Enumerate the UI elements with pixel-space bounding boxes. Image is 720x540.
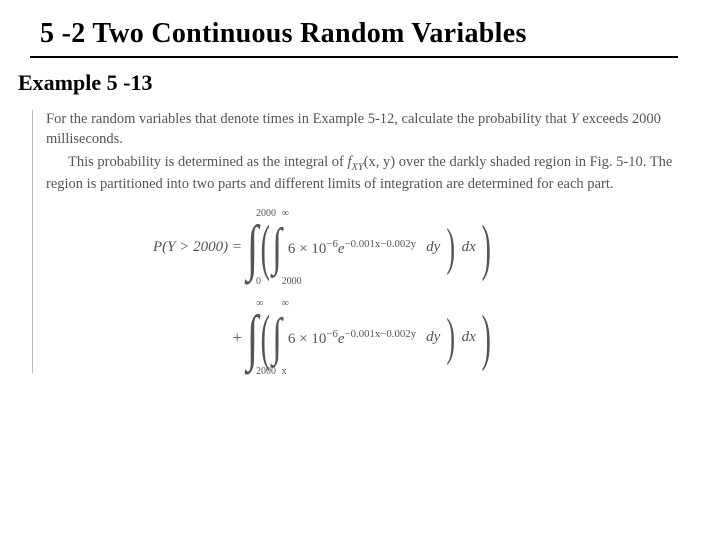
integral-icon: ∫: [247, 307, 259, 369]
body-text: For the random variables that denote tim…: [32, 110, 690, 195]
rparen-inner-2: ): [447, 312, 456, 364]
inner-lower-2: x: [282, 367, 287, 377]
outer-integral-2: ∫ ∞ 2000: [248, 303, 257, 373]
int-a: 6 × 10: [288, 241, 326, 257]
rparen-outer-2: ): [481, 307, 490, 369]
equation-line-2: + ∫ ∞ 2000 ( ∫ ∞ x 6 × 10−6e−0.001x−0.00…: [92, 303, 690, 373]
vertical-rule: [32, 110, 33, 373]
int-exp-a: −6: [326, 328, 338, 340]
dy-2: dy: [424, 329, 442, 346]
page-title: 5 -2 Two Continuous Random Variables: [0, 0, 720, 54]
lparen-outer-1: (: [261, 217, 270, 279]
fn-args: (x, y): [364, 154, 395, 170]
para1-text-a: For the random variables that denote tim…: [46, 111, 571, 127]
integrand-1: 6 × 10−6e−0.001x−0.002y: [286, 238, 418, 258]
integral-icon: ∫: [272, 312, 282, 364]
inner-upper-2: ∞: [282, 299, 289, 309]
fn-sub: XY: [352, 162, 364, 173]
int-exp-a: −6: [326, 238, 338, 250]
dx-1: dx: [460, 239, 478, 256]
rparen-inner-1: ): [447, 222, 456, 274]
inner-integral-1: ∫ ∞ 2000: [274, 213, 280, 283]
dx-2: dx: [460, 329, 478, 346]
int-e: e: [338, 241, 345, 257]
inner-lower-1: 2000: [282, 277, 302, 287]
integral-icon: ∫: [272, 222, 282, 274]
paragraph-2: This probability is determined as the in…: [46, 153, 686, 195]
paragraph-1: For the random variables that denote tim…: [46, 110, 686, 149]
para2-text-a: This probability is determined as the in…: [68, 154, 347, 170]
outer-integral-1: ∫ 2000 0: [248, 213, 257, 283]
inner-integral-2: ∫ ∞ x: [274, 303, 280, 373]
body-region: For the random variables that denote tim…: [32, 110, 690, 373]
int-e: e: [338, 331, 345, 347]
equation-block: P(Y > 2000) = ∫ 2000 0 ( ∫ ∞ 2000 6 × 10…: [32, 213, 690, 373]
plus-sign: +: [92, 328, 242, 348]
rparen-outer-1: ): [481, 217, 490, 279]
lparen-outer-2: (: [261, 307, 270, 369]
equation-line-1: P(Y > 2000) = ∫ 2000 0 ( ∫ ∞ 2000 6 × 10…: [92, 213, 690, 283]
dy-1: dy: [424, 239, 442, 256]
int-a: 6 × 10: [288, 331, 326, 347]
integrand-2: 6 × 10−6e−0.001x−0.002y: [286, 328, 418, 348]
int-exp-b: −0.001x−0.002y: [345, 328, 417, 340]
int-exp-b: −0.001x−0.002y: [345, 238, 417, 250]
equation-lhs: P(Y > 2000) =: [92, 239, 242, 256]
inner-upper-1: ∞: [282, 209, 289, 219]
integral-icon: ∫: [247, 217, 259, 279]
var-y: Y: [571, 111, 579, 127]
example-label: Example 5 -13: [0, 58, 720, 96]
